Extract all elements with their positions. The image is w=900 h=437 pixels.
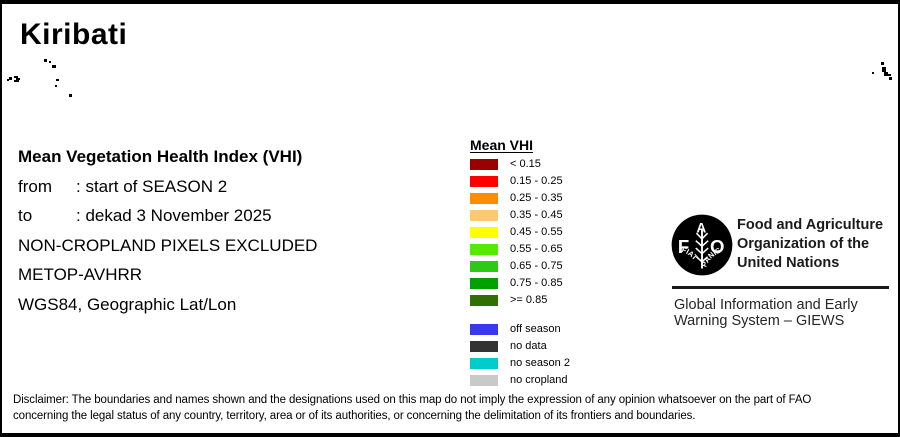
- legend-row: 0.25 - 0.35: [470, 190, 563, 207]
- legend-label: < 0.15: [510, 158, 541, 170]
- legend-swatch: [470, 176, 498, 187]
- legend-row: 0.55 - 0.65: [470, 241, 563, 258]
- info-line-projection: WGS84, Geographic Lat/Lon: [18, 294, 237, 314]
- legend-row: >= 0.85: [470, 292, 563, 309]
- info-line-from: from : start of SEASON 2: [18, 172, 468, 202]
- legend-row: < 0.15: [470, 156, 563, 173]
- legend-row: 0.45 - 0.55: [470, 224, 563, 241]
- legend-row: 0.75 - 0.85: [470, 275, 563, 292]
- island-dot: [9, 77, 12, 80]
- island-dot: [16, 78, 20, 80]
- legend-row: 0.65 - 0.75: [470, 258, 563, 275]
- giews-name: Global Information and Early Warning Sys…: [674, 297, 858, 329]
- island-dot: [56, 79, 59, 81]
- special-legend-list: off season no data no season 2 no cropland: [470, 321, 570, 389]
- disclaimer-line-2: concerning the legal status of any count…: [13, 410, 696, 422]
- island-dot: [69, 94, 72, 97]
- legend-label: no data: [510, 340, 547, 352]
- info-line-sensor: METOP-AVHRR: [18, 265, 143, 285]
- legend-label: 0.15 - 0.25: [510, 175, 563, 187]
- legend-swatch: [470, 358, 498, 369]
- legend-swatch: [470, 210, 498, 221]
- fao-logo-letter-o: O: [710, 236, 724, 257]
- vhi-heading: Mean Vegetation Health Index (VHI): [18, 147, 303, 166]
- giews-line-1: Global Information and Early: [674, 297, 858, 313]
- to-label: to: [18, 206, 33, 226]
- info-line-exclusion: NON-CROPLAND PIXELS EXCLUDED: [18, 235, 318, 255]
- island-dot: [14, 80, 19, 82]
- island-dot: [888, 74, 891, 76]
- legend-swatch: [470, 295, 498, 306]
- island-dot: [7, 79, 9, 81]
- legend-label: 0.55 - 0.65: [510, 243, 563, 255]
- fao-logo-letter-f: F: [678, 236, 689, 257]
- fao-logo-icon: F O A FIAT PANIS: [671, 214, 733, 276]
- legend-label: off season: [510, 323, 561, 335]
- island-dot: [52, 65, 56, 68]
- fao-logo-letter-a: A: [696, 221, 706, 236]
- legend-label: no season 2: [510, 357, 570, 369]
- org-divider: [672, 286, 889, 289]
- legend-label: >= 0.85: [510, 294, 548, 306]
- legend-row: no data: [470, 338, 570, 355]
- legend-row: off season: [470, 321, 570, 338]
- legend-label: 0.25 - 0.35: [510, 192, 563, 204]
- legend-label: 0.75 - 0.85: [510, 277, 563, 289]
- island-dot: [55, 85, 57, 87]
- fao-name-line-1: Food and Agriculture: [737, 217, 884, 233]
- fao-name-line-2: Organization of the: [737, 236, 870, 252]
- info-line-to: to : dekad 3 November 2025: [18, 201, 468, 231]
- page-title: Kiribati: [20, 18, 128, 51]
- island-dot: [882, 67, 886, 72]
- legend-swatch: [470, 193, 498, 204]
- legend-label: 0.35 - 0.45: [510, 209, 563, 221]
- legend-swatch: [470, 375, 498, 386]
- island-dot: [881, 62, 884, 65]
- legend-swatch: [470, 278, 498, 289]
- island-dot: [49, 61, 51, 63]
- legend-row: no cropland: [470, 372, 570, 389]
- legend-swatch: [470, 261, 498, 272]
- vhi-legend-list: < 0.15 0.15 - 0.25 0.25 - 0.35 0.35 - 0.45 0…: [470, 156, 563, 309]
- legend-swatch: [470, 324, 498, 335]
- map-info-block: Mean Vegetation Health Index (VHI) from:…: [18, 142, 468, 320]
- island-dot: [872, 72, 874, 74]
- from-value: : start of SEASON 2: [76, 176, 228, 196]
- legend-swatch: [470, 341, 498, 352]
- legend-row: 0.35 - 0.45: [470, 207, 563, 224]
- island-dot: [44, 59, 47, 62]
- fao-name-line-3: United Nations: [737, 255, 840, 271]
- legend-title: Mean VHI: [470, 137, 534, 153]
- from-label: from: [18, 176, 52, 196]
- to-value: : dekad 3 November 2025: [76, 206, 272, 226]
- legend-swatch: [470, 159, 498, 170]
- fao-name: Food and Agriculture Organization of the…: [737, 216, 883, 273]
- island-dot: [884, 72, 888, 76]
- island-dot: [14, 76, 18, 78]
- legend-label: no cropland: [510, 374, 568, 386]
- disclaimer: Disclaimer: The boundaries and names sho…: [13, 392, 883, 424]
- island-dot: [889, 77, 892, 80]
- legend-label: 0.65 - 0.75: [510, 260, 563, 272]
- giews-line-2: Warning System – GIEWS: [674, 312, 845, 329]
- legend-label: 0.45 - 0.55: [510, 226, 563, 238]
- legend-swatch: [470, 227, 498, 238]
- legend-row: no season 2: [470, 355, 570, 372]
- legend-swatch: [470, 244, 498, 255]
- legend-row: 0.15 - 0.25: [470, 173, 563, 190]
- disclaimer-line-1: Disclaimer: The boundaries and names sho…: [13, 394, 812, 406]
